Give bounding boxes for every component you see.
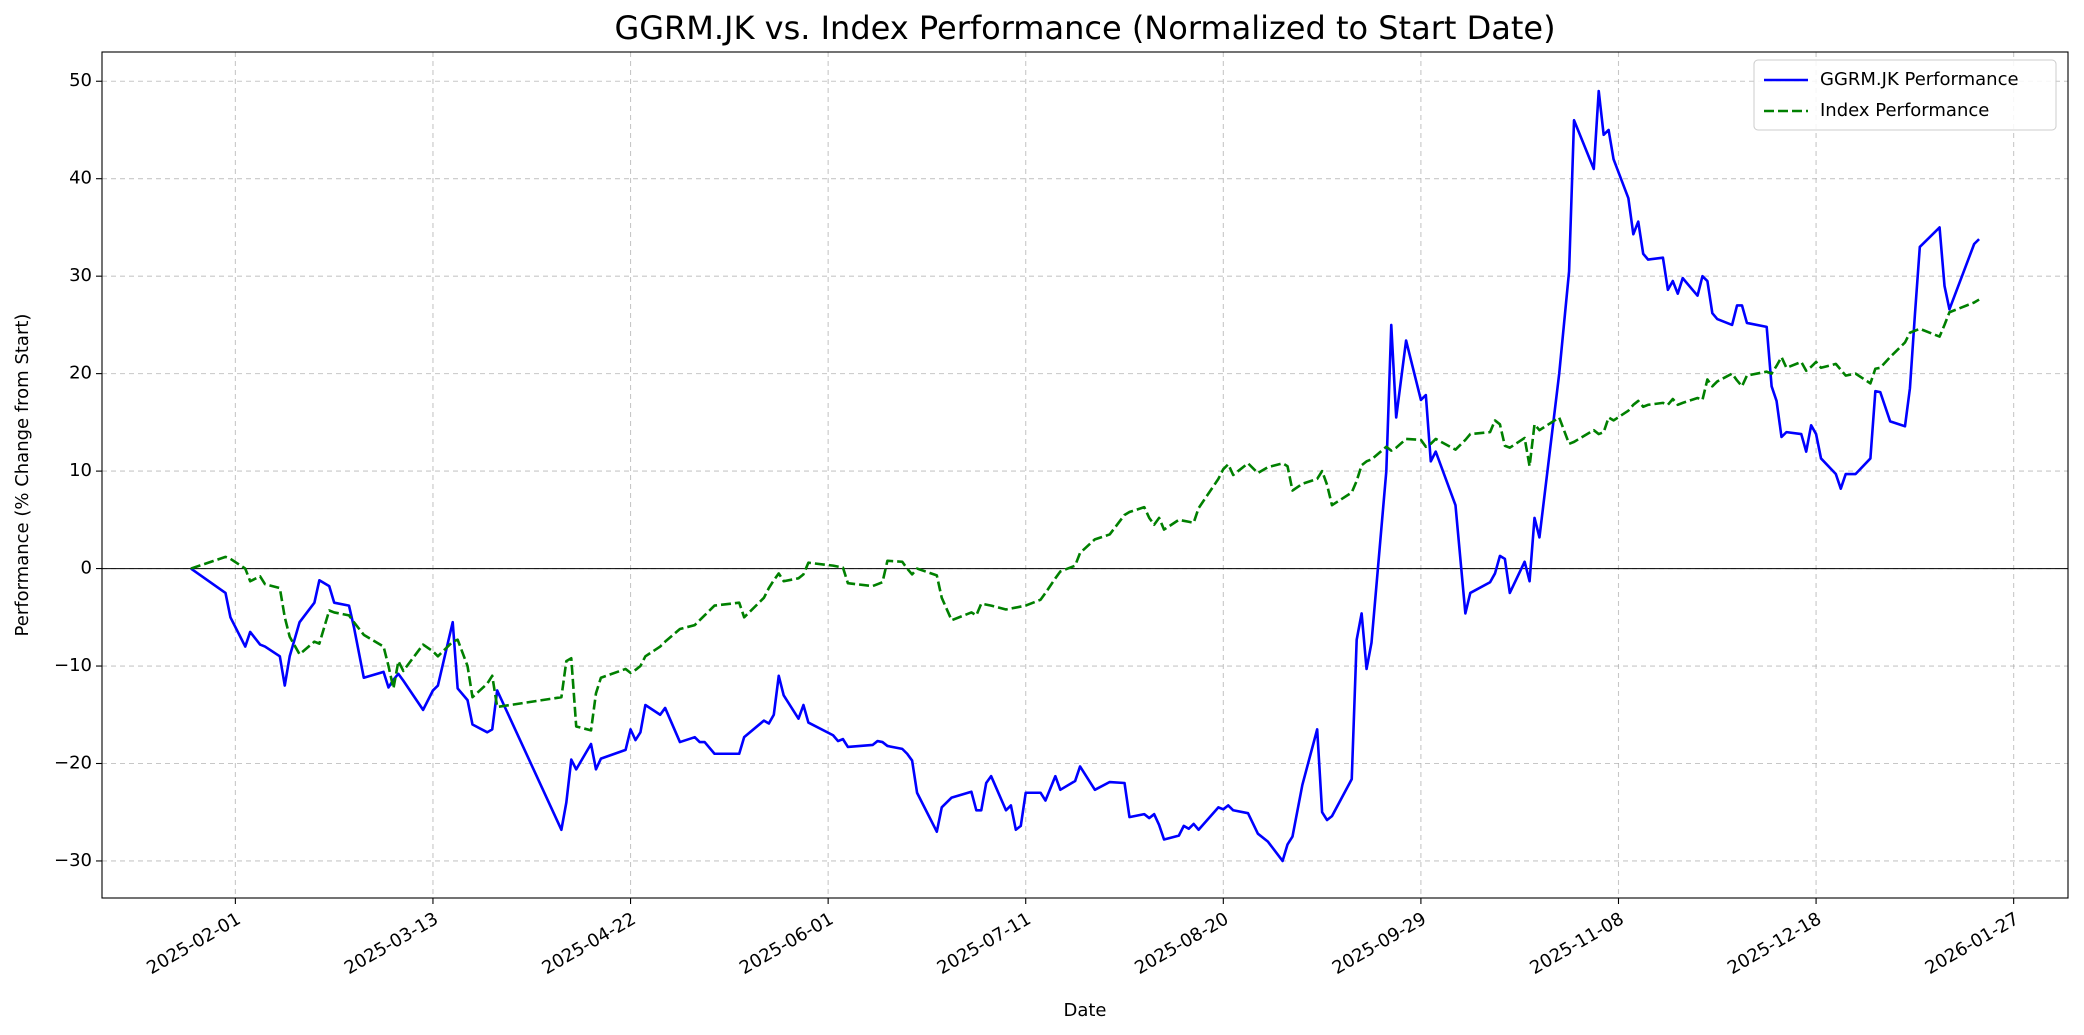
chart-title: GGRM.JK vs. Index Performance (Normalize… [614, 9, 1555, 47]
plot-frame [101, 51, 2069, 899]
y-tick-label: −10 [54, 655, 92, 676]
y-axis-label: Performance (% Change from Start) [12, 314, 33, 637]
y-tick-label: 0 [81, 558, 92, 579]
legend-label: Index Performance [1820, 100, 1989, 121]
y-tick-label: −30 [54, 850, 92, 871]
y-tick-label: −20 [54, 752, 92, 773]
y-tick-label: 10 [69, 460, 92, 481]
y-tick-label: 30 [69, 265, 92, 286]
y-tick-label: 40 [69, 168, 92, 189]
y-tick-label: 50 [69, 70, 92, 91]
x-axis-label: Date [1063, 1000, 1106, 1021]
data-line [190, 89, 1981, 863]
data-line [190, 298, 1980, 732]
legend: GGRM.JK Performance Index Performance [1753, 59, 2057, 131]
legend-label: GGRM.JK Performance [1820, 69, 2019, 90]
y-tick-label: 20 [69, 363, 92, 384]
legend-box [1753, 59, 2057, 131]
